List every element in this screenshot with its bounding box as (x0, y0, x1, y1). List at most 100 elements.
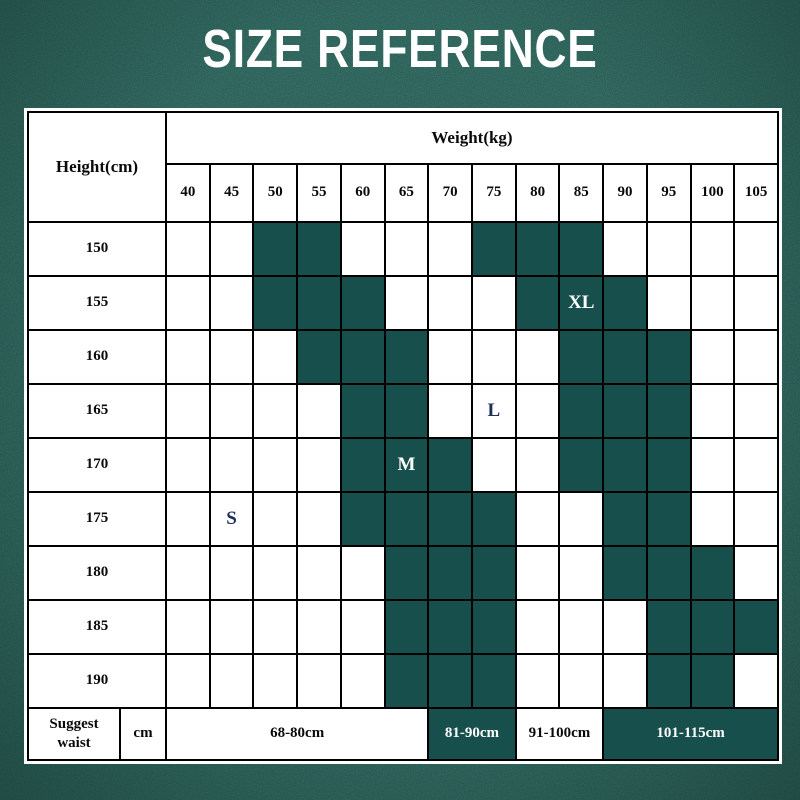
cell-150-100 (691, 223, 734, 275)
cell-185-45 (210, 601, 253, 653)
cell-175-70 (429, 493, 471, 545)
cell-165-50 (254, 385, 297, 437)
col-header-50: 50 (254, 165, 297, 221)
cell-155-85: XL (560, 277, 603, 329)
footer-segment-1: 81-90cm (429, 709, 515, 759)
cell-185-65 (385, 601, 428, 653)
row-header-190: 190 (29, 655, 165, 707)
cell-185-105 (735, 601, 777, 653)
cell-170-80 (516, 439, 559, 491)
cell-185-100 (691, 601, 734, 653)
cell-190-90 (604, 655, 646, 707)
cell-150-45 (210, 223, 253, 275)
row-header-155: 155 (29, 277, 165, 329)
cell-185-70 (429, 601, 471, 653)
col-header-70: 70 (429, 165, 471, 221)
cell-170-100 (691, 439, 734, 491)
cell-170-40 (167, 439, 209, 491)
cell-155-70 (429, 277, 471, 329)
cell-160-40 (167, 331, 209, 383)
row-header-160: 160 (29, 331, 165, 383)
cell-160-80 (516, 331, 559, 383)
cell-150-40 (167, 223, 209, 275)
cell-175-90 (604, 493, 646, 545)
cell-160-85 (560, 331, 603, 383)
cell-160-50 (254, 331, 297, 383)
cell-160-70 (429, 331, 471, 383)
size-label-l: L (487, 400, 501, 422)
row-header-150: 150 (29, 223, 165, 275)
cell-190-80 (516, 655, 559, 707)
cell-180-75 (473, 547, 515, 599)
cell-185-80 (516, 601, 559, 653)
cell-155-95 (647, 277, 690, 329)
cell-165-40 (167, 385, 209, 437)
cell-175-45: S (210, 493, 253, 545)
cell-170-50 (254, 439, 297, 491)
cell-160-45 (210, 331, 253, 383)
cell-185-50 (254, 601, 297, 653)
cell-175-100 (691, 493, 734, 545)
row-header-185: 185 (29, 601, 165, 653)
cell-180-50 (254, 547, 297, 599)
cell-160-90 (604, 331, 646, 383)
cell-180-85 (560, 547, 603, 599)
cell-165-75: L (473, 385, 515, 437)
col-header-40: 40 (167, 165, 209, 221)
cell-180-55 (298, 547, 340, 599)
cell-155-80 (516, 277, 559, 329)
cell-180-95 (647, 547, 690, 599)
footer-row-header: Suggest waist (29, 709, 119, 759)
col-header-85: 85 (560, 165, 603, 221)
cell-160-60 (341, 331, 384, 383)
cell-175-60 (341, 493, 384, 545)
cell-160-65 (385, 331, 428, 383)
cell-175-80 (516, 493, 559, 545)
cell-165-60 (341, 385, 384, 437)
cell-180-80 (516, 547, 559, 599)
cell-160-105 (735, 331, 777, 383)
cell-170-105 (735, 439, 777, 491)
cell-190-55 (298, 655, 340, 707)
cell-155-60 (341, 277, 384, 329)
cell-175-50 (254, 493, 297, 545)
cell-160-95 (647, 331, 690, 383)
cell-180-40 (167, 547, 209, 599)
cell-150-90 (604, 223, 646, 275)
cell-155-55 (298, 277, 340, 329)
cell-160-55 (298, 331, 340, 383)
row-header-170: 170 (29, 439, 165, 491)
cell-170-90 (604, 439, 646, 491)
corner-header: Height(cm) (29, 113, 165, 221)
col-header-75: 75 (473, 165, 515, 221)
cell-185-95 (647, 601, 690, 653)
cell-160-100 (691, 331, 734, 383)
cell-185-85 (560, 601, 603, 653)
cell-160-75 (473, 331, 515, 383)
cell-165-55 (298, 385, 340, 437)
cell-165-85 (560, 385, 603, 437)
cell-180-105 (735, 547, 777, 599)
cell-170-55 (298, 439, 340, 491)
row-header-180: 180 (29, 547, 165, 599)
cell-185-40 (167, 601, 209, 653)
cell-165-65 (385, 385, 428, 437)
weight-group-header: Weight(kg) (167, 113, 777, 163)
col-header-95: 95 (647, 165, 690, 221)
cell-150-95 (647, 223, 690, 275)
cell-180-45 (210, 547, 253, 599)
size-label-xl: XL (568, 292, 595, 314)
cell-190-45 (210, 655, 253, 707)
size-grid: Height(cm) Weight(kg) 40 45 50 55 60 65 70 75 80 85… (27, 111, 779, 761)
cell-190-95 (647, 655, 690, 707)
footer-segment-3: 101-115cm (604, 709, 777, 759)
cell-185-90 (604, 601, 646, 653)
cell-175-65 (385, 493, 428, 545)
cell-155-100 (691, 277, 734, 329)
cell-190-70 (429, 655, 471, 707)
cell-165-95 (647, 385, 690, 437)
cell-180-100 (691, 547, 734, 599)
cell-175-85 (560, 493, 603, 545)
cell-170-75 (473, 439, 515, 491)
cell-185-60 (341, 601, 384, 653)
